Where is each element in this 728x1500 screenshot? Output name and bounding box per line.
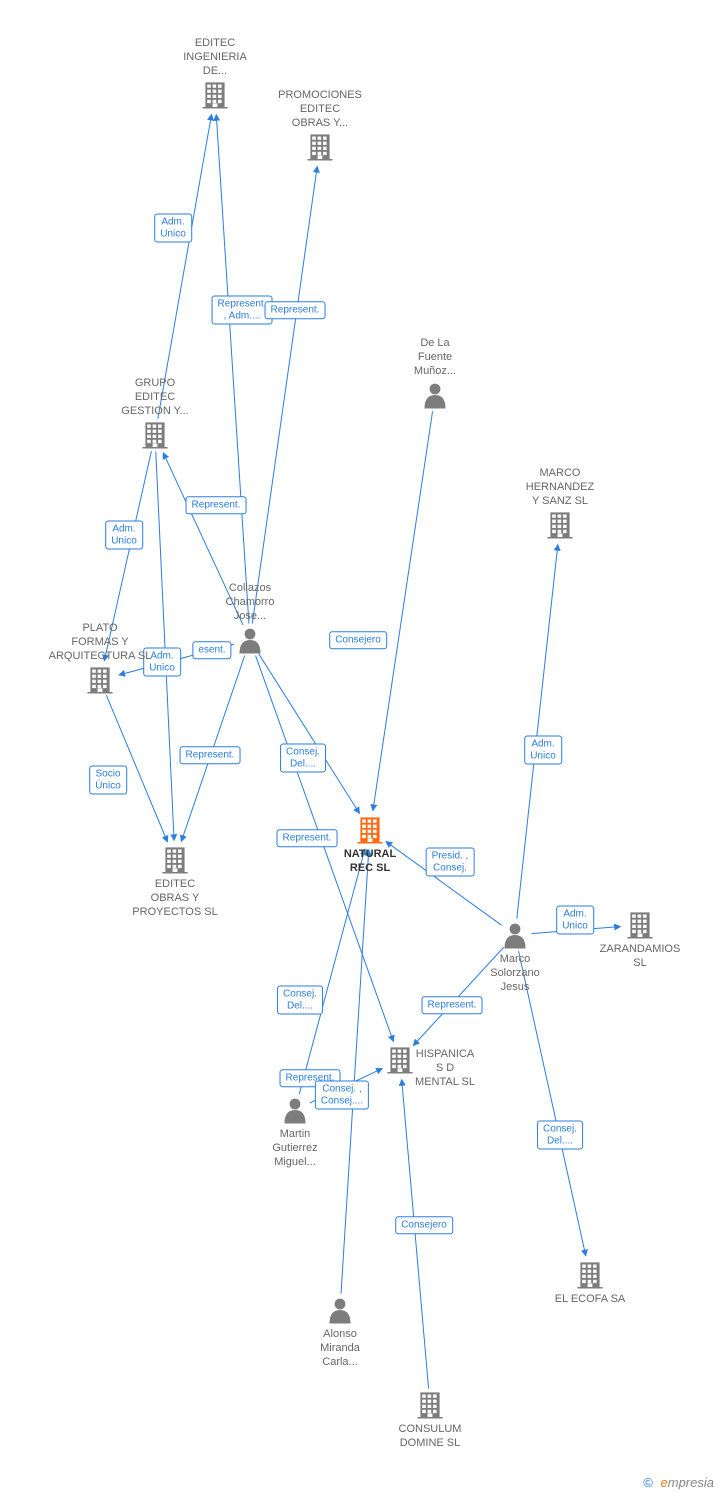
brand-e: e xyxy=(661,1475,668,1490)
footer-attribution: © empresia xyxy=(643,1475,714,1490)
edge xyxy=(299,849,365,1094)
building-icon[interactable] xyxy=(577,1262,602,1288)
building-icon[interactable] xyxy=(547,512,572,538)
copyright-symbol: © xyxy=(643,1475,653,1490)
edge xyxy=(259,654,360,814)
edge xyxy=(413,947,504,1046)
building-icon[interactable] xyxy=(162,847,187,873)
person-icon[interactable] xyxy=(425,384,446,409)
edge xyxy=(517,544,558,918)
edge xyxy=(386,841,502,925)
edge xyxy=(341,849,369,1293)
edge xyxy=(163,453,243,625)
edge xyxy=(373,411,433,810)
edge xyxy=(256,656,394,1042)
edge xyxy=(158,114,212,419)
edge xyxy=(519,951,586,1256)
edge xyxy=(252,166,317,623)
edge xyxy=(156,451,174,840)
edge xyxy=(104,451,151,661)
person-icon[interactable] xyxy=(240,629,261,654)
edge xyxy=(216,114,249,623)
building-icon[interactable] xyxy=(307,134,332,160)
person-icon[interactable] xyxy=(330,1299,351,1324)
building-icon[interactable] xyxy=(202,82,227,108)
building-icon[interactable] xyxy=(357,817,382,843)
edge xyxy=(181,656,244,842)
building-icon[interactable] xyxy=(87,667,112,693)
building-icon[interactable] xyxy=(417,1392,442,1418)
edge xyxy=(402,1079,429,1388)
edge xyxy=(531,927,620,934)
building-icon[interactable] xyxy=(142,422,167,448)
person-icon[interactable] xyxy=(285,1099,306,1124)
building-icon[interactable] xyxy=(627,912,652,938)
brand-rest: mpresia xyxy=(668,1475,714,1490)
building-icon[interactable] xyxy=(387,1047,412,1073)
edge xyxy=(310,1068,382,1103)
network-graph xyxy=(0,0,728,1500)
person-icon[interactable] xyxy=(505,924,526,949)
edge xyxy=(119,644,234,675)
edge xyxy=(106,695,167,842)
